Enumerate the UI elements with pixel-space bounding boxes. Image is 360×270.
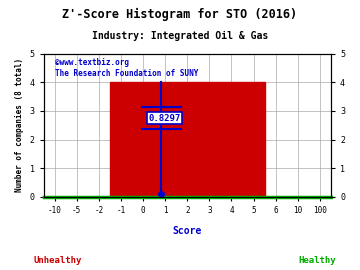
Text: The Research Foundation of SUNY: The Research Foundation of SUNY xyxy=(55,69,198,78)
Text: 0.8297: 0.8297 xyxy=(148,114,180,123)
Text: Industry: Integrated Oil & Gas: Industry: Integrated Oil & Gas xyxy=(92,31,268,41)
Y-axis label: Number of companies (8 total): Number of companies (8 total) xyxy=(15,58,24,192)
Text: ©www.textbiz.org: ©www.textbiz.org xyxy=(55,58,129,67)
X-axis label: Score: Score xyxy=(172,226,202,236)
Text: Healthy: Healthy xyxy=(298,256,336,265)
Text: Unhealthy: Unhealthy xyxy=(33,256,82,265)
Bar xyxy=(110,82,265,197)
Text: Z'-Score Histogram for STO (2016): Z'-Score Histogram for STO (2016) xyxy=(62,8,298,21)
